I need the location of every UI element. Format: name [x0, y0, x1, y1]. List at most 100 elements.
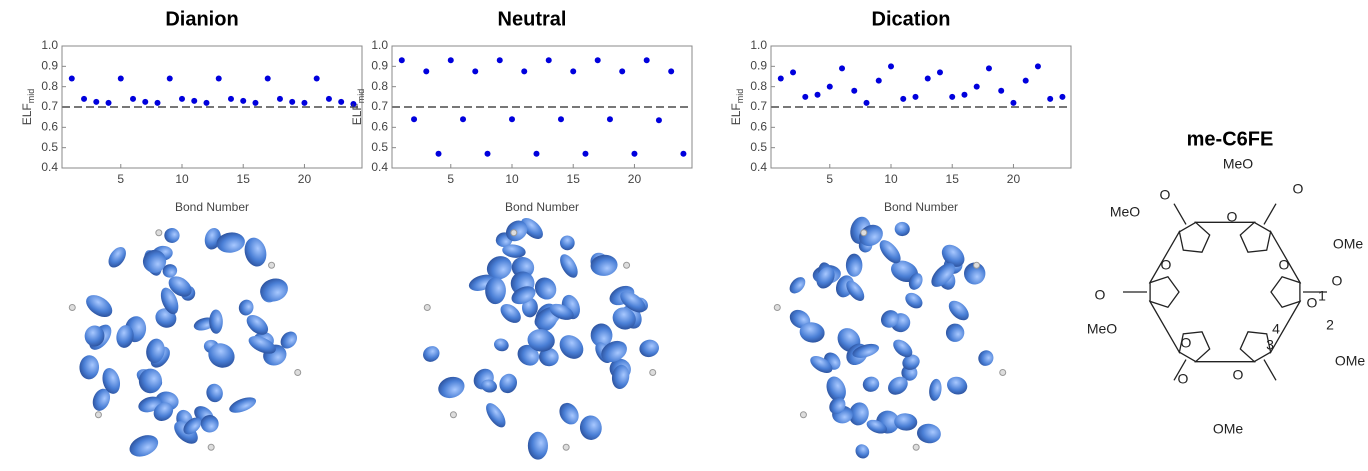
hydrogen	[94, 411, 102, 419]
electron-basin	[549, 303, 574, 320]
point	[264, 75, 271, 82]
electron-basin	[929, 378, 942, 401]
electron-basin	[183, 417, 202, 435]
y-tick-label: 0.8	[371, 79, 388, 93]
y-axis-label-sub: mid	[26, 89, 36, 104]
x-axis-label: Bond Number	[884, 200, 958, 214]
point	[68, 75, 75, 82]
x-axis-label: Bond Number	[505, 200, 579, 214]
point	[301, 99, 308, 106]
electron-basin	[845, 253, 863, 277]
atom-label: OMe	[1333, 236, 1364, 252]
point	[325, 95, 332, 102]
ester-bond	[1263, 203, 1277, 225]
electron-basin	[521, 217, 543, 239]
atom-label: O	[1178, 371, 1189, 387]
y-tick-label: 0.7	[41, 99, 58, 113]
hydrogen	[999, 369, 1007, 377]
chart-title: Dication	[872, 8, 951, 30]
point	[888, 63, 894, 70]
y-axis-label: ELFmid	[20, 89, 36, 126]
electron-basin	[559, 235, 575, 251]
point	[81, 95, 88, 102]
point	[1034, 63, 1041, 70]
hydrogen	[773, 303, 781, 311]
electron-basin	[590, 254, 618, 276]
electron-basin	[486, 403, 506, 428]
electron-basin	[423, 346, 440, 362]
electron-basin	[200, 415, 219, 433]
bond	[1148, 230, 1181, 284]
furan-ring	[1239, 331, 1272, 363]
electron-basin	[502, 244, 526, 258]
electron-basin	[866, 419, 888, 434]
electron-basin	[485, 277, 506, 305]
electron-basin	[893, 339, 913, 358]
point	[166, 75, 173, 82]
electron-basin	[931, 262, 955, 287]
point	[533, 150, 540, 157]
electron-basin	[810, 356, 833, 374]
point	[252, 99, 259, 106]
electron-basin	[102, 368, 121, 394]
point	[961, 91, 968, 98]
x-tick-label: 5	[826, 172, 833, 186]
point	[130, 95, 137, 102]
electron-basin	[559, 402, 579, 425]
hydrogen	[912, 443, 920, 451]
electron-basin	[86, 295, 113, 317]
atom-label: 3	[1266, 337, 1274, 353]
electron-basin	[612, 307, 636, 330]
point	[240, 97, 247, 104]
hydrogen	[449, 411, 457, 419]
hydrogen	[294, 369, 302, 377]
hydrogen	[510, 229, 518, 237]
point	[179, 95, 185, 102]
point	[863, 99, 870, 106]
electron-basin	[963, 262, 986, 285]
hydrogen	[155, 229, 163, 237]
point	[215, 75, 222, 82]
atom-label: OMe	[1213, 421, 1244, 437]
point	[875, 77, 882, 84]
point	[814, 91, 821, 98]
furan-ring	[1178, 221, 1211, 253]
hydrogen	[973, 261, 981, 269]
y-tick-label: 0.6	[41, 120, 58, 134]
electron-basin	[79, 355, 100, 380]
y-axis-label-sub: mid	[735, 89, 745, 104]
x-tick-label: 15	[237, 172, 251, 186]
point	[191, 97, 198, 104]
y-tick-label: 0.4	[41, 160, 58, 174]
point	[826, 83, 833, 90]
chart-title: Neutral	[498, 8, 567, 30]
electron-basin	[879, 240, 901, 264]
electron-basin	[494, 338, 509, 352]
point	[411, 116, 418, 123]
electron-basin	[852, 343, 880, 358]
structure-title: me-C6FE	[1187, 128, 1274, 150]
electron-basin	[229, 397, 257, 413]
electron-basin	[500, 304, 521, 323]
y-axis-label-sub: mid	[356, 89, 366, 104]
point	[802, 93, 809, 100]
electron-basin	[947, 376, 968, 395]
electron-basin	[948, 300, 969, 321]
atom-label: O	[1293, 181, 1304, 197]
point	[447, 57, 454, 64]
electron-basin	[611, 364, 630, 390]
electron-basin	[84, 325, 105, 347]
electron-basin	[206, 383, 223, 403]
x-tick-label: 20	[298, 172, 312, 186]
point	[338, 98, 345, 105]
electron-basin	[941, 244, 965, 267]
electron-basin	[216, 232, 245, 253]
y-tick-label: 0.6	[750, 120, 767, 134]
point	[594, 57, 601, 64]
atom-label: O	[1161, 257, 1172, 273]
furan-ring	[1149, 276, 1180, 308]
atom-label: 4	[1272, 321, 1280, 337]
point	[484, 150, 491, 157]
electron-basin	[511, 286, 536, 305]
